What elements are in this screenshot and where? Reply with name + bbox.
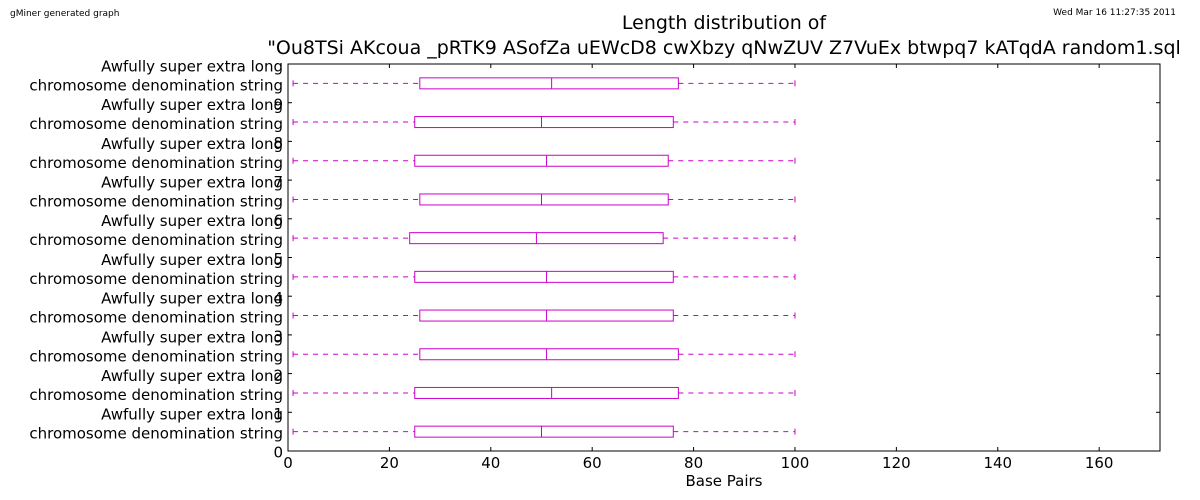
y-category-label-line1: Awfully super extra long [101, 367, 283, 385]
box [414, 154, 669, 167]
y-category-index: 7 [273, 173, 283, 191]
box [414, 386, 679, 399]
y-category-label-line2: chromosome denomination string [29, 309, 283, 327]
x-tick-label: 60 [583, 454, 602, 472]
y-category-label-line1: Awfully super extra long [101, 251, 283, 269]
x-tick-label: 100 [781, 454, 810, 472]
x-tick-label: 40 [481, 454, 500, 472]
chart-title-line-2: "Ou8TSi AKcoua _pRTK9 ASofZa uEWcD8 cwXb… [267, 37, 1181, 59]
y-category-label-line2: chromosome denomination string [29, 192, 283, 210]
y-category-label-line1: Awfully super extra long [101, 290, 283, 308]
box [414, 116, 674, 129]
y-category-label-line1: Awfully super extra long [101, 173, 283, 191]
box [419, 193, 669, 206]
y-category-index: 6 [273, 211, 283, 229]
y-category-label-line2: chromosome denomination string [29, 386, 283, 404]
chart-title: Length distribution of "Ou8TSi AKcoua _p… [0, 11, 1200, 61]
y-category-index: 1 [273, 405, 283, 423]
y-category-label-line1: Awfully super extra long [101, 96, 283, 114]
chart-title-line-1: Length distribution of [621, 12, 827, 34]
y-category-label-line2: chromosome denomination string [29, 154, 283, 172]
x-tick-label: 80 [684, 454, 703, 472]
y-category-index: 0 [273, 444, 283, 462]
y-category-label-line2: chromosome denomination string [29, 425, 283, 443]
box [414, 270, 674, 283]
y-category-label-line2: chromosome denomination string [29, 76, 283, 94]
box [419, 77, 679, 90]
y-category-label-line2: chromosome denomination string [29, 115, 283, 133]
x-tick-label: 0 [283, 454, 293, 472]
y-category-label-line1: Awfully super extra long [101, 406, 283, 424]
y-category-index: 4 [273, 289, 283, 307]
y-category-index: 5 [273, 250, 283, 268]
y-category-label-line1: Awfully super extra long [101, 57, 283, 75]
y-category-index: 3 [273, 328, 283, 346]
y-category-index: 8 [273, 134, 283, 152]
y-category-label-line2: chromosome denomination string [29, 231, 283, 249]
x-tick-label: 160 [1085, 454, 1114, 472]
generator-caption: gMiner generated graph [10, 9, 120, 19]
y-category-index: 9 [273, 95, 283, 113]
y-category-label-line1: Awfully super extra long [101, 135, 283, 153]
x-axis-label: Base Pairs [685, 472, 762, 490]
x-tick-label: 20 [380, 454, 399, 472]
y-category-label-line1: Awfully super extra long [101, 328, 283, 346]
y-category-label-line2: chromosome denomination string [29, 270, 283, 288]
y-category-label-line2: chromosome denomination string [29, 347, 283, 365]
x-tick-label: 120 [882, 454, 911, 472]
y-category-label-line1: Awfully super extra long [101, 212, 283, 230]
timestamp: Wed Mar 16 11:27:35 2011 [1053, 8, 1176, 18]
x-tick-label: 140 [983, 454, 1012, 472]
y-category-index: 2 [273, 366, 283, 384]
box [419, 348, 679, 361]
box [414, 425, 674, 438]
